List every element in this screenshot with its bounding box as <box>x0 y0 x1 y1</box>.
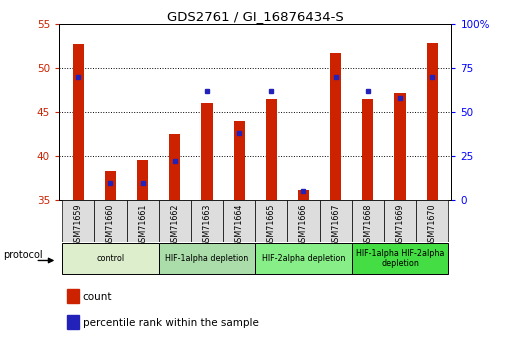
Bar <box>67 289 78 303</box>
Text: GSM71660: GSM71660 <box>106 204 115 247</box>
Bar <box>105 171 116 200</box>
Text: GSM71667: GSM71667 <box>331 204 340 247</box>
FancyBboxPatch shape <box>191 200 223 242</box>
Text: GSM71669: GSM71669 <box>396 204 404 247</box>
FancyBboxPatch shape <box>255 243 352 274</box>
FancyBboxPatch shape <box>62 243 159 274</box>
Title: GDS2761 / GI_16876434-S: GDS2761 / GI_16876434-S <box>167 10 344 23</box>
FancyBboxPatch shape <box>127 200 159 242</box>
Text: GSM71659: GSM71659 <box>74 204 83 247</box>
Text: GSM71670: GSM71670 <box>428 204 437 247</box>
Text: GSM71668: GSM71668 <box>363 204 372 247</box>
Text: GSM71666: GSM71666 <box>299 204 308 247</box>
Bar <box>201 104 212 200</box>
FancyBboxPatch shape <box>352 243 448 274</box>
Bar <box>137 160 148 200</box>
Bar <box>298 189 309 200</box>
Bar <box>426 43 438 200</box>
Bar <box>330 53 341 200</box>
Text: HIF-2alpha depletion: HIF-2alpha depletion <box>262 254 345 263</box>
Text: GSM71665: GSM71665 <box>267 204 276 247</box>
FancyBboxPatch shape <box>352 200 384 242</box>
Bar <box>73 43 84 200</box>
FancyBboxPatch shape <box>94 200 127 242</box>
Text: GSM71662: GSM71662 <box>170 204 180 247</box>
FancyBboxPatch shape <box>255 200 287 242</box>
Bar <box>233 121 245 200</box>
Text: percentile rank within the sample: percentile rank within the sample <box>83 318 259 328</box>
Text: control: control <box>96 254 125 263</box>
Bar <box>362 99 373 200</box>
FancyBboxPatch shape <box>287 200 320 242</box>
FancyBboxPatch shape <box>159 243 255 274</box>
FancyBboxPatch shape <box>223 200 255 242</box>
FancyBboxPatch shape <box>416 200 448 242</box>
FancyBboxPatch shape <box>320 200 352 242</box>
Text: HIF-1alpha depletion: HIF-1alpha depletion <box>165 254 249 263</box>
FancyBboxPatch shape <box>384 200 416 242</box>
Text: GSM71664: GSM71664 <box>234 204 244 247</box>
Text: GSM71661: GSM71661 <box>138 204 147 247</box>
Text: HIF-1alpha HIF-2alpha
depletion: HIF-1alpha HIF-2alpha depletion <box>356 249 444 268</box>
Bar <box>394 93 406 200</box>
Bar <box>266 99 277 200</box>
Text: count: count <box>83 292 112 302</box>
Bar <box>169 134 181 200</box>
Bar <box>67 315 78 329</box>
Text: GSM71663: GSM71663 <box>203 204 211 247</box>
FancyBboxPatch shape <box>159 200 191 242</box>
Text: protocol: protocol <box>3 250 43 260</box>
FancyBboxPatch shape <box>62 200 94 242</box>
